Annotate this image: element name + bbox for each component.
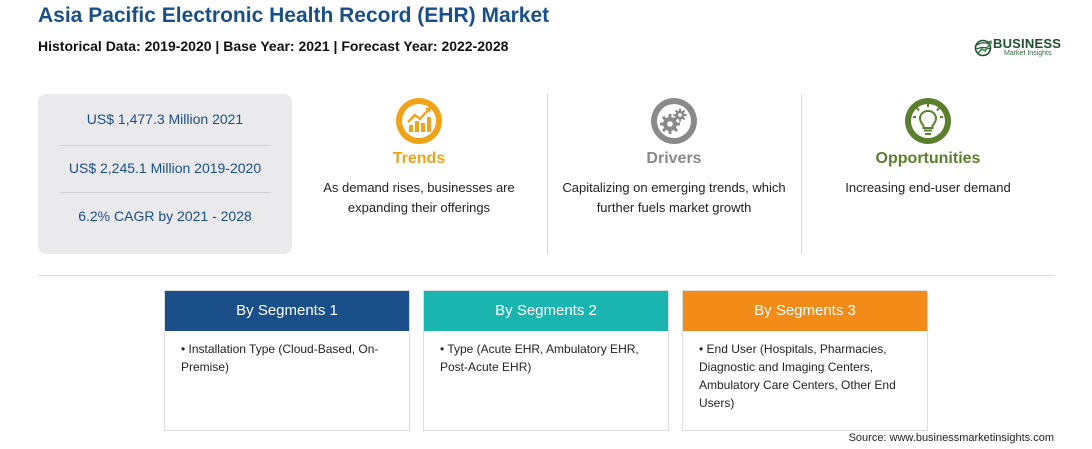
stat-divider bbox=[60, 192, 270, 193]
bullet-icon: • bbox=[699, 342, 704, 356]
source-note: Source: www.businessmarketinsights.com bbox=[848, 432, 1054, 444]
bullet-icon: • bbox=[181, 342, 186, 356]
segment-card-3: By Segments 3 • End User (Hospitals, Pha… bbox=[682, 290, 928, 431]
stat-market-size-2021: US$ 1,477.3 Million 2021 bbox=[86, 111, 244, 127]
segment-2-body: • Type (Acute EHR, Ambulatory EHR, Post-… bbox=[424, 331, 668, 376]
logo-wordmark: BUSINESS bbox=[993, 36, 1062, 51]
trends-column: Trends As demand rises, businesses are e… bbox=[292, 94, 546, 254]
segment-2-title: By Segments 2 bbox=[424, 291, 668, 331]
bullet-icon: • bbox=[440, 342, 445, 356]
column-divider bbox=[801, 94, 802, 254]
column-divider bbox=[547, 94, 548, 254]
segment-1-body: • Installation Type (Cloud-Based, On-Pre… bbox=[165, 331, 409, 376]
trends-heading: Trends bbox=[392, 150, 446, 167]
segment-1-item: Installation Type (Cloud-Based, On-Premi… bbox=[181, 342, 379, 374]
gears-icon bbox=[651, 98, 697, 144]
lightbulb-icon bbox=[905, 98, 951, 144]
brand-logo: BUSINESS Market Insights bbox=[974, 35, 1064, 61]
stats-panel: US$ 1,477.3 Million 2021 US$ 2,245.1 Mil… bbox=[38, 94, 292, 254]
page-subtitle: Historical Data: 2019-2020 | Base Year: … bbox=[38, 38, 509, 54]
drivers-heading: Drivers bbox=[646, 150, 702, 167]
globe-logo-icon bbox=[974, 39, 992, 57]
section-divider bbox=[38, 275, 1054, 276]
page-title: Asia Pacific Electronic Health Record (E… bbox=[38, 4, 550, 27]
segment-3-body: • End User (Hospitals, Pharmacies, Diagn… bbox=[683, 331, 927, 412]
segment-2-item: Type (Acute EHR, Ambulatory EHR, Post-Ac… bbox=[440, 342, 639, 374]
trends-text: As demand rises, businesses are expandin… bbox=[323, 180, 515, 215]
opportunities-heading: Opportunities bbox=[875, 150, 981, 167]
drivers-column: Drivers Capitalizing on emerging trends,… bbox=[547, 94, 801, 254]
drivers-text: Capitalizing on emerging trends, which f… bbox=[562, 180, 786, 215]
segment-1-title: By Segments 1 bbox=[165, 291, 409, 331]
stat-divider bbox=[60, 145, 270, 146]
segment-3-item: End User (Hospitals, Pharmacies, Diagnos… bbox=[699, 342, 896, 410]
segment-card-1: By Segments 1 • Installation Type (Cloud… bbox=[164, 290, 410, 431]
opportunities-text: Increasing end-user demand bbox=[845, 180, 1011, 195]
trend-chart-icon bbox=[396, 98, 442, 144]
segment-3-title: By Segments 3 bbox=[683, 291, 927, 331]
logo-tagline: Market Insights bbox=[1004, 50, 1052, 57]
stat-cagr: 6.2% CAGR by 2021 - 2028 bbox=[78, 208, 252, 224]
opportunities-column: Opportunities Increasing end-user demand bbox=[801, 94, 1055, 254]
stat-market-size-historical: US$ 2,245.1 Million 2019-2020 bbox=[68, 160, 262, 176]
segment-card-2: By Segments 2 • Type (Acute EHR, Ambulat… bbox=[423, 290, 669, 431]
